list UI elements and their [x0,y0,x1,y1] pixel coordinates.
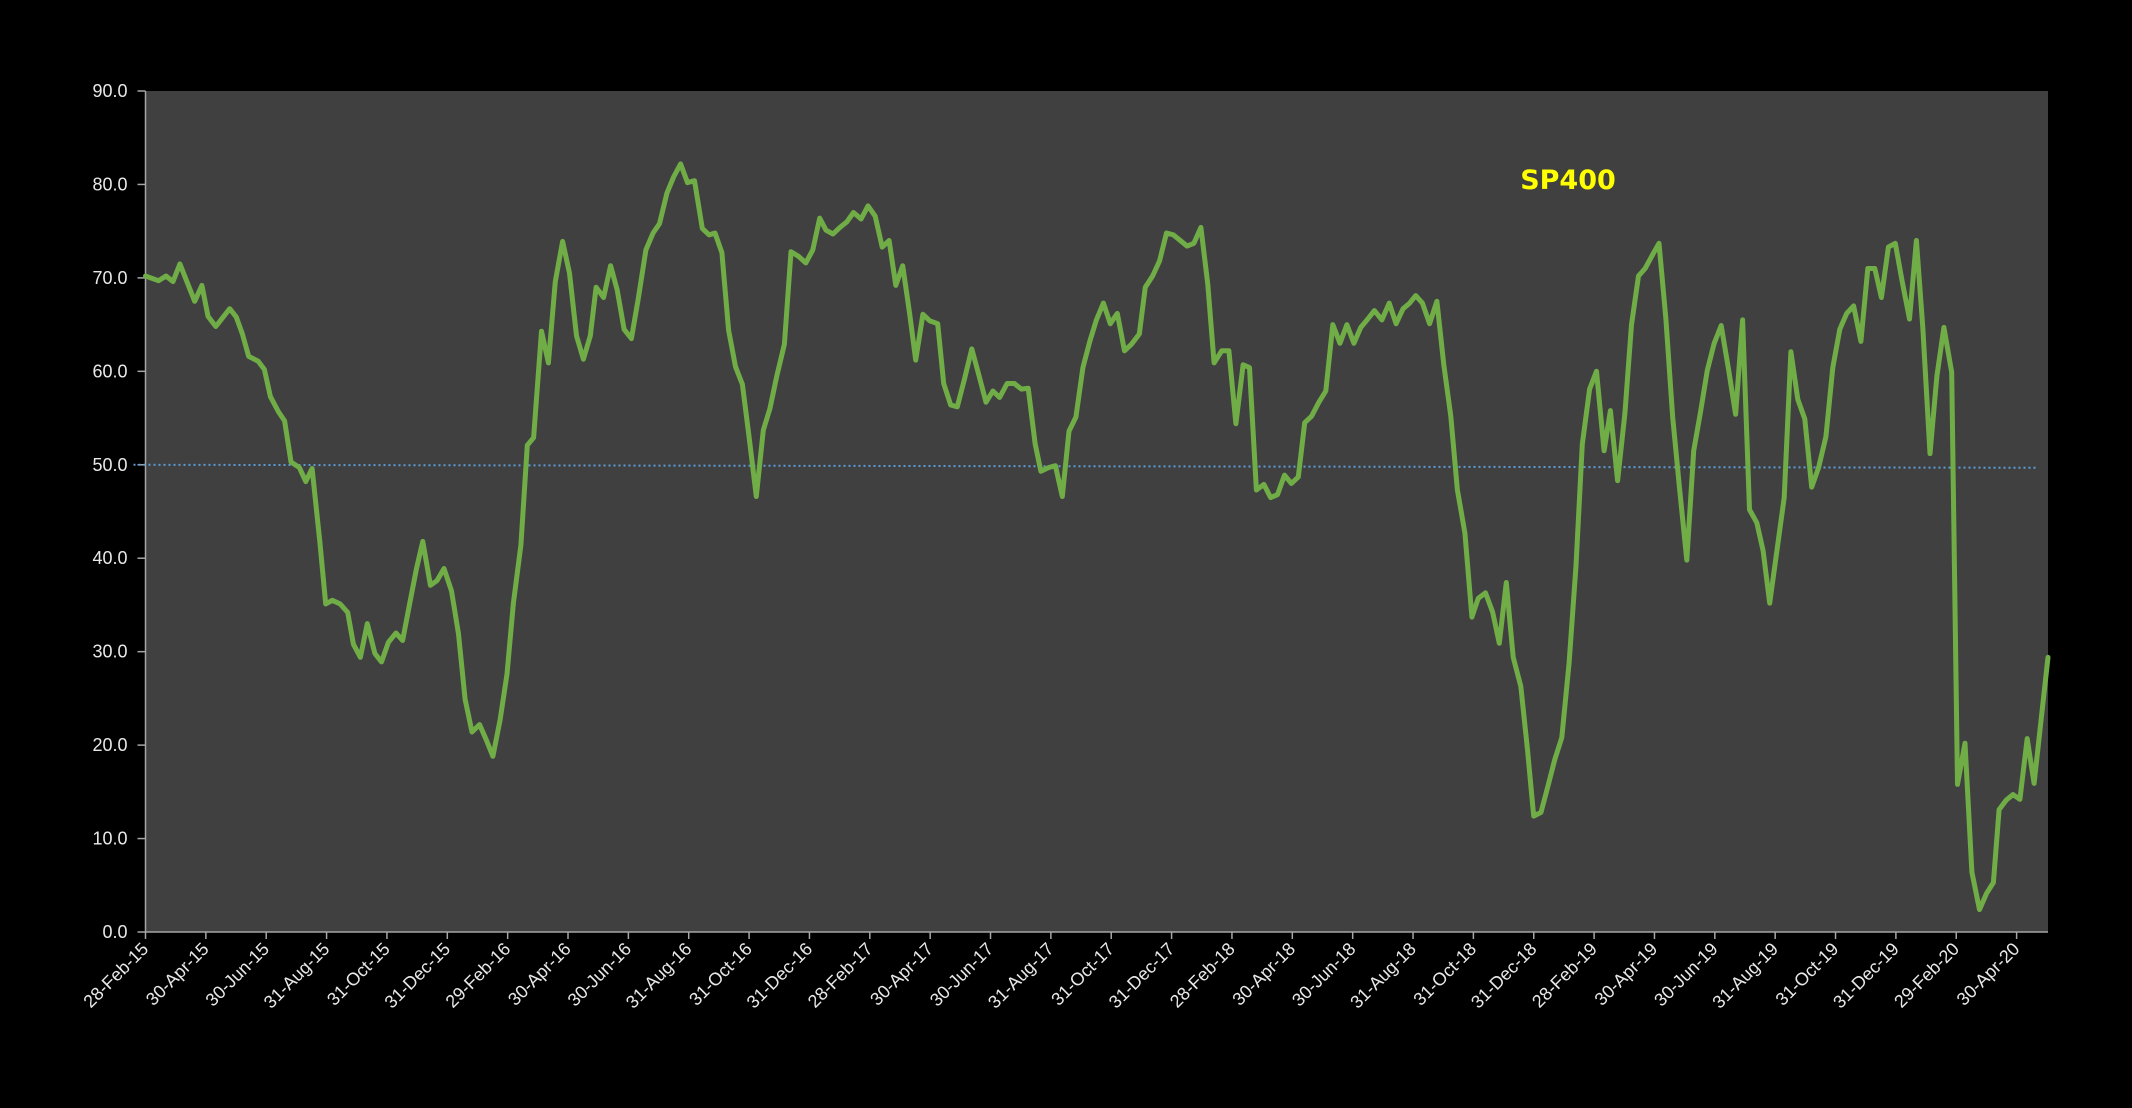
series-line-sp400 [143,161,2051,913]
y-tick-label: 30.0 [92,642,127,662]
chart-title: SP400 [1520,165,1616,196]
y-tick-label: 0.0 [102,922,127,942]
plot-area [145,91,2048,932]
y-tick-label: 90.0 [92,81,127,101]
y-tick-label: 40.0 [92,548,127,568]
y-tick-label: 50.0 [92,455,127,475]
y-tick-label: 70.0 [92,268,127,288]
y-tick-label: 10.0 [92,829,127,849]
y-tick-label: 80.0 [92,174,127,194]
y-tick-label: 20.0 [92,735,127,755]
y-axis: 0.0 10.0 20.0 30.0 40.0 50.0 60.0 70.0 80.0 90.0 [92,81,147,942]
y-tick-label: 60.0 [92,361,127,381]
series-points [145,163,2049,910]
